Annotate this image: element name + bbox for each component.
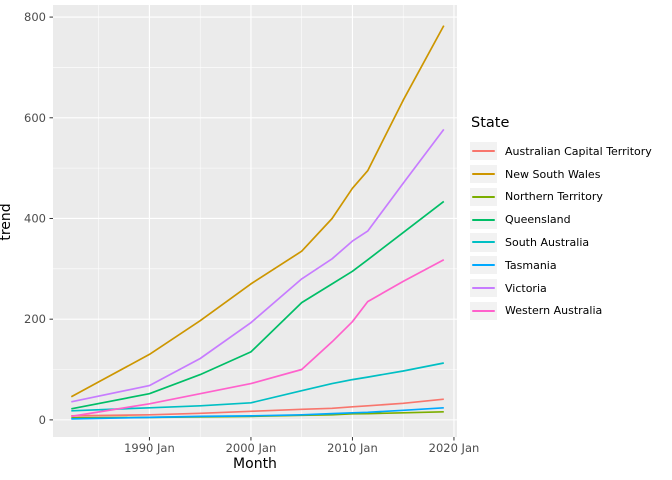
legend-key-line-icon <box>472 287 495 290</box>
legend-entries: Australian Capital Territory New South Wa… <box>470 140 670 322</box>
y-tick-label: 0 <box>39 413 46 427</box>
legend-entry-queensland: Queensland <box>470 208 670 231</box>
legend-entry-south-australia: South Australia <box>470 231 670 254</box>
legend-key-line-icon <box>472 309 495 312</box>
legend-label: Queensland <box>505 213 571 227</box>
legend-key-swatch <box>470 256 497 275</box>
legend-entry-new-south-wales: New South Wales <box>470 163 670 186</box>
x-tick-label: 2020 Jan <box>429 441 480 455</box>
y-tick-label: 400 <box>24 211 46 225</box>
legend-key-swatch <box>470 165 497 184</box>
legend-label: Western Australia <box>505 304 603 318</box>
legend-key-line-icon <box>472 173 495 176</box>
x-tick-label: 2000 Jan <box>226 441 277 455</box>
legend-entry-northern-territory: Northern Territory <box>470 186 670 209</box>
y-tick-label: 200 <box>24 312 46 326</box>
legend-entry-australian-capital-territory: Australian Capital Territory <box>470 140 670 163</box>
legend-label: Australian Capital Territory <box>505 144 652 158</box>
legend-key-swatch <box>470 233 497 252</box>
legend-key-swatch <box>470 279 497 298</box>
legend-label: South Australia <box>505 236 590 250</box>
x-tick-label: 2010 Jan <box>327 441 378 455</box>
legend-entry-tasmania: Tasmania <box>470 254 670 277</box>
series-line-western-australia <box>71 259 445 418</box>
x-axis-title: Month <box>233 456 277 472</box>
legend-key-line-icon <box>472 218 495 221</box>
legend-entry-victoria: Victoria <box>470 277 670 300</box>
legend-key-line-icon <box>472 150 495 153</box>
legend-key-swatch <box>470 301 497 321</box>
panel-background <box>53 5 457 437</box>
legend-label: Northern Territory <box>505 190 603 204</box>
legend-label: New South Wales <box>505 167 601 181</box>
y-tick-label: 600 <box>24 111 46 125</box>
legend-key-swatch <box>470 187 497 207</box>
legend-key-swatch <box>470 210 497 229</box>
series-line-queensland <box>71 200 445 410</box>
y-axis-title: trend <box>0 203 14 241</box>
legend-key-line-icon <box>472 195 495 198</box>
y-tick-label: 800 <box>24 10 46 24</box>
series-line-south-australia <box>71 362 444 412</box>
x-tick-label: 1990 Jan <box>124 441 175 455</box>
legend-key-line-icon <box>472 241 495 244</box>
legend: State Australian Capital Territory New So… <box>470 115 670 322</box>
legend-label: Tasmania <box>505 258 557 272</box>
legend-key-line-icon <box>472 264 495 267</box>
legend-label: Victoria <box>505 281 547 295</box>
series-line-victoria <box>71 128 445 403</box>
series-line-australian-capital-territory <box>71 398 444 417</box>
legend-key-swatch <box>470 142 497 161</box>
legend-entry-western-australia: Western Australia <box>470 300 670 323</box>
series-line-new-south-wales <box>70 25 445 398</box>
legend-title: State <box>471 115 510 131</box>
series-line-tasmania <box>71 406 444 420</box>
